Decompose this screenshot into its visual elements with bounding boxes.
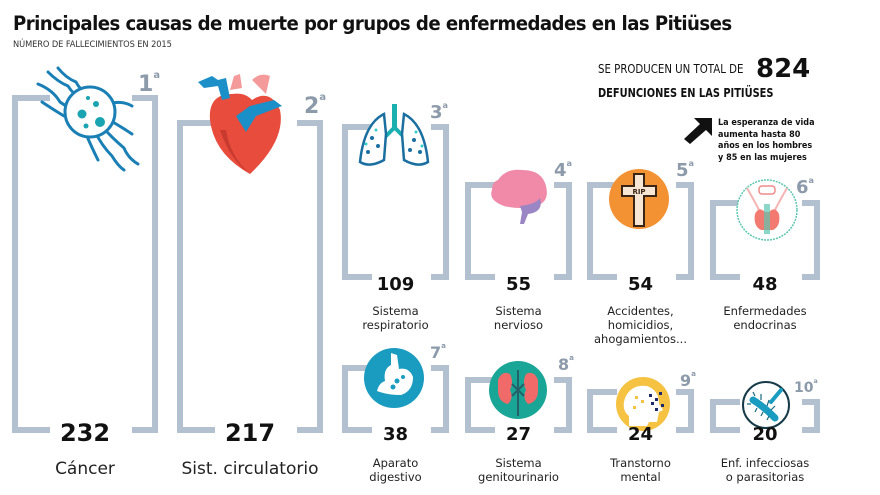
cause-label-line: genitourinario [478, 469, 559, 484]
cause-label-line: o parasitorias [725, 469, 805, 484]
svg-text:RIP: RIP [632, 188, 645, 196]
death-count: 38 [382, 424, 409, 446]
cause-label-line: Enf. infecciosas [720, 456, 810, 470]
cause-label-line: Sistema [372, 304, 419, 318]
rank-label: 8a [558, 353, 574, 374]
death-count: 27 [505, 424, 532, 446]
total-value: 824 [756, 54, 811, 84]
cause-label: Sistema respiratorio [332, 304, 459, 333]
stomach-icon [363, 347, 425, 414]
page-title: Principales causas de muerte por grupos … [13, 12, 732, 35]
cause-label-line: Sistema [495, 456, 542, 470]
cause-label: Enfermedades endocrinas [700, 304, 830, 333]
cause-label: Cáncer [2, 459, 168, 479]
cause-label: Sistema genitourinario [455, 456, 582, 485]
death-count: 24 [627, 424, 654, 446]
rip-cross-icon: RIP [608, 168, 670, 235]
rank-label: 5a [676, 158, 694, 181]
death-count: 232 [59, 419, 111, 448]
cause-label-line: Accidentes, [607, 304, 674, 318]
lungs-icon [354, 104, 434, 179]
cause-label-line: homicidios, [607, 317, 674, 332]
death-count: 20 [752, 424, 778, 446]
cause-label-line: nervioso [493, 317, 544, 332]
cause-label-line: Aparato [372, 456, 419, 470]
death-count: 48 [752, 274, 778, 296]
cause-label: Transtorno mental [577, 456, 704, 485]
rank-label: 3a [430, 100, 448, 123]
cause-label-line: mental [620, 469, 661, 484]
bar-bracket [587, 182, 694, 280]
cause-label-line: Cáncer [55, 459, 115, 479]
note-line: años en los hombres [718, 140, 813, 151]
cause-label-line: ahogamientos... [594, 331, 687, 346]
cause-label-line: Sist. circulatorio [181, 459, 319, 479]
death-count: 54 [627, 274, 654, 296]
life-expectancy-note: La esperanza de vida aumenta hasta 80 añ… [718, 117, 815, 163]
rank-label: 2a [304, 92, 326, 119]
cause-label-line: Sistema [495, 304, 542, 318]
arrow-up-right-icon [684, 118, 712, 144]
cause-label-line: digestivo [369, 469, 422, 484]
total-suffix: DEFUNCIONES EN LAS PITIÜSES [598, 86, 774, 100]
kidneys-icon [488, 360, 548, 425]
thyroid-icon [735, 178, 799, 247]
cause-label-line: Enfermedades [723, 304, 807, 318]
note-line: y 85 en las mujeres [718, 151, 807, 163]
cause-label: Sistema nervioso [455, 304, 582, 333]
rank-label: 7a [430, 341, 446, 362]
death-count: 217 [224, 419, 276, 448]
mental-head-icon [615, 376, 671, 437]
note-line: aumenta hasta 80 [718, 128, 801, 140]
death-count: 55 [505, 274, 532, 296]
total-prefix: SE PRODUCEN UN TOTAL DE [598, 62, 744, 76]
cause-label-line: endocrinas [733, 317, 797, 332]
cause-label: Sist. circulatorio [167, 459, 333, 479]
page-subtitle: NÚMERO DE FALLECIMIENTOS EN 2015 [13, 40, 172, 50]
rank-label: 10a [794, 378, 818, 396]
cause-label-line: Transtorno [610, 456, 671, 470]
note-line: La esperanza de vida [718, 117, 815, 128]
rank-label: 4a [554, 158, 572, 181]
cause-label: Enf. infecciosas o parasitorias [700, 456, 830, 485]
death-count: 109 [376, 274, 415, 296]
bacteria-icon [741, 380, 791, 435]
heart-icon [190, 70, 300, 185]
cause-label-line: respiratorio [362, 317, 429, 332]
cause-label: Accidentes, homicidios, ahogamientos... [577, 304, 704, 346]
rank-label: 9a [680, 369, 696, 390]
brain-icon [484, 166, 554, 231]
cause-label: Aparato digestivo [332, 456, 459, 485]
cancer-cell-icon [28, 64, 148, 179]
rank-label: 6a [796, 175, 814, 198]
rank-label: 1a [138, 70, 160, 97]
